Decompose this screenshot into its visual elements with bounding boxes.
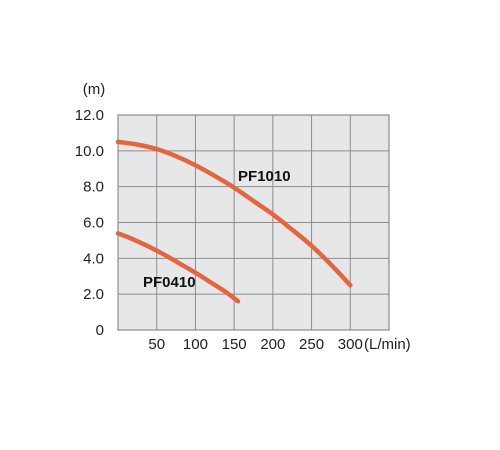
y-tick-label: 4.0 <box>83 250 104 267</box>
series-line-pf1010 <box>115 139 353 288</box>
x-tick-label: 250 <box>299 336 324 353</box>
y-tick-label: 10.0 <box>75 143 104 160</box>
x-tick-label: 200 <box>260 336 285 353</box>
y-axis-unit-label: (m) <box>83 81 106 98</box>
series-label-pf0410: PF0410 <box>143 274 196 291</box>
x-tick-label: 50 <box>148 336 165 353</box>
x-tick-label: 100 <box>183 336 208 353</box>
y-tick-label: 0 <box>96 322 104 339</box>
x-tick-label: 300 <box>338 336 363 353</box>
series-line-pf0410 <box>115 231 241 304</box>
y-tick-label: 8.0 <box>83 179 104 196</box>
y-tick-label: 12.0 <box>75 107 104 124</box>
x-axis-unit-label: (L/min) <box>364 336 411 353</box>
x-tick-label: 150 <box>222 336 247 353</box>
y-tick-label: 6.0 <box>83 215 104 232</box>
y-tick-label: 2.0 <box>83 286 104 303</box>
series-label-pf1010: PF1010 <box>238 168 291 185</box>
